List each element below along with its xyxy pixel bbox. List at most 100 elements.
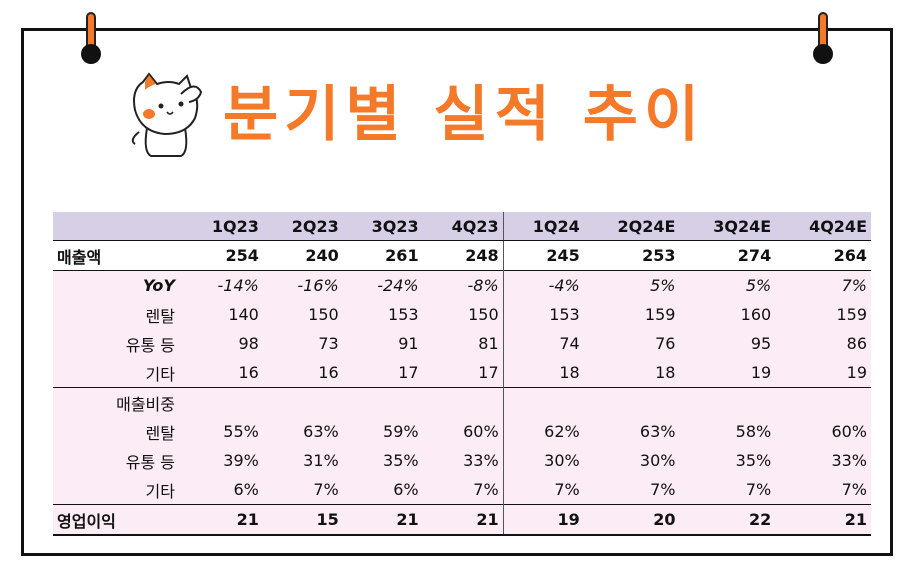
quarterly-results-table: 1Q23 2Q23 3Q23 4Q23 1Q24 2Q24E 3Q24E 4Q2… [53, 212, 871, 536]
cell: 150 [422, 300, 504, 329]
cell: 248 [422, 240, 504, 271]
cell [183, 387, 263, 417]
cell: 74 [503, 329, 584, 358]
cell: 253 [583, 240, 680, 271]
cell: -8% [422, 270, 504, 300]
cat-saluting-icon [131, 72, 203, 157]
cell [422, 387, 504, 417]
cell: 15 [262, 504, 343, 536]
cell [583, 387, 680, 417]
cell: 17 [422, 358, 504, 388]
cell [342, 387, 423, 417]
cell: 98 [183, 329, 263, 358]
row-share-other: 기타 6% 7% 6% 7% 7% 7% 7% 7% [53, 475, 871, 505]
row-rental: 렌탈 140 150 153 150 153 159 160 159 [53, 300, 871, 329]
cell: 153 [342, 300, 423, 329]
cell: 58% [679, 417, 776, 446]
row-other: 기타 16 16 17 17 18 18 19 19 [53, 358, 871, 388]
row-label: 매출비중 [53, 387, 183, 417]
row-label: 기타 [53, 475, 183, 505]
cell: 153 [503, 300, 584, 329]
cell: 18 [503, 358, 584, 388]
cell: 150 [262, 300, 343, 329]
cell [262, 387, 343, 417]
row-label: 기타 [53, 358, 183, 388]
cell: 6% [342, 475, 423, 505]
cell: 22 [679, 504, 776, 536]
row-label: 유통 등 [53, 446, 183, 475]
row-label: 렌탈 [53, 417, 183, 446]
cell: 19 [775, 358, 871, 388]
cell: 264 [775, 240, 871, 271]
cell: 21 [775, 504, 871, 536]
cell: 31% [262, 446, 343, 475]
header-2q24e: 2Q24E [583, 212, 680, 241]
cell: -4% [503, 270, 584, 300]
header-3q23: 3Q23 [342, 212, 423, 241]
cell: 7% [775, 475, 871, 505]
cell: 21 [422, 504, 504, 536]
cell: 30% [583, 446, 680, 475]
header-4q24e: 4Q24E [775, 212, 871, 241]
table-header-row: 1Q23 2Q23 3Q23 4Q23 1Q24 2Q24E 3Q24E 4Q2… [53, 212, 871, 241]
row-label: YoY [53, 270, 183, 300]
cell: 21 [342, 504, 423, 536]
cell: 30% [503, 446, 584, 475]
row-share-rental: 렌탈 55% 63% 59% 60% 62% 63% 58% 60% [53, 417, 871, 446]
cell: 18 [583, 358, 680, 388]
cell: 55% [183, 417, 263, 446]
cell: -24% [342, 270, 423, 300]
cell: 274 [679, 240, 776, 271]
cell: 73 [262, 329, 343, 358]
cell: 76 [583, 329, 680, 358]
row-retail: 유통 등 98 73 91 81 74 76 95 86 [53, 329, 871, 358]
cell: 7% [422, 475, 504, 505]
cell: 81 [422, 329, 504, 358]
cell: 60% [422, 417, 504, 446]
cell: 33% [775, 446, 871, 475]
cell: 60% [775, 417, 871, 446]
cell: 91 [342, 329, 423, 358]
row-share-header: 매출비중 [53, 387, 871, 417]
cell: 5% [583, 270, 680, 300]
cell: 261 [342, 240, 423, 271]
cell: 86 [775, 329, 871, 358]
cell: -16% [262, 270, 343, 300]
row-operating-profit: 영업이익 21 15 21 21 19 20 22 21 [53, 504, 871, 536]
row-revenue: 매출액 254 240 261 248 245 253 274 264 [53, 240, 871, 271]
cell: 254 [183, 240, 263, 271]
cell: 21 [183, 504, 263, 536]
cell: 35% [679, 446, 776, 475]
row-label: 매출액 [53, 240, 183, 271]
header-2q23: 2Q23 [262, 212, 343, 241]
cell: 95 [679, 329, 776, 358]
row-label: 렌탈 [53, 300, 183, 329]
cell: 160 [679, 300, 776, 329]
cell: 59% [342, 417, 423, 446]
header-1q23: 1Q23 [183, 212, 263, 241]
cell: 7% [583, 475, 680, 505]
cell: 159 [583, 300, 680, 329]
cell: 33% [422, 446, 504, 475]
cell: 19 [679, 358, 776, 388]
cell: 63% [583, 417, 680, 446]
cell: 63% [262, 417, 343, 446]
page-title: 분기별 실적 추이 [223, 80, 706, 150]
cell: 20 [583, 504, 680, 536]
header-4q23: 4Q23 [422, 212, 504, 241]
cell: 6% [183, 475, 263, 505]
header-1q24: 1Q24 [503, 212, 584, 241]
row-yoy: YoY -14% -16% -24% -8% -4% 5% 5% 7% [53, 270, 871, 300]
cell: -14% [183, 270, 263, 300]
header-empty [53, 212, 183, 241]
cell: 5% [679, 270, 776, 300]
header-3q24e: 3Q24E [679, 212, 776, 241]
cell: 7% [503, 475, 584, 505]
row-share-retail: 유통 등 39% 31% 35% 33% 30% 30% 35% 33% [53, 446, 871, 475]
cell [503, 387, 584, 417]
cell [679, 387, 776, 417]
cell: 62% [503, 417, 584, 446]
cell: 7% [679, 475, 776, 505]
cell: 7% [262, 475, 343, 505]
cell: 16 [262, 358, 343, 388]
